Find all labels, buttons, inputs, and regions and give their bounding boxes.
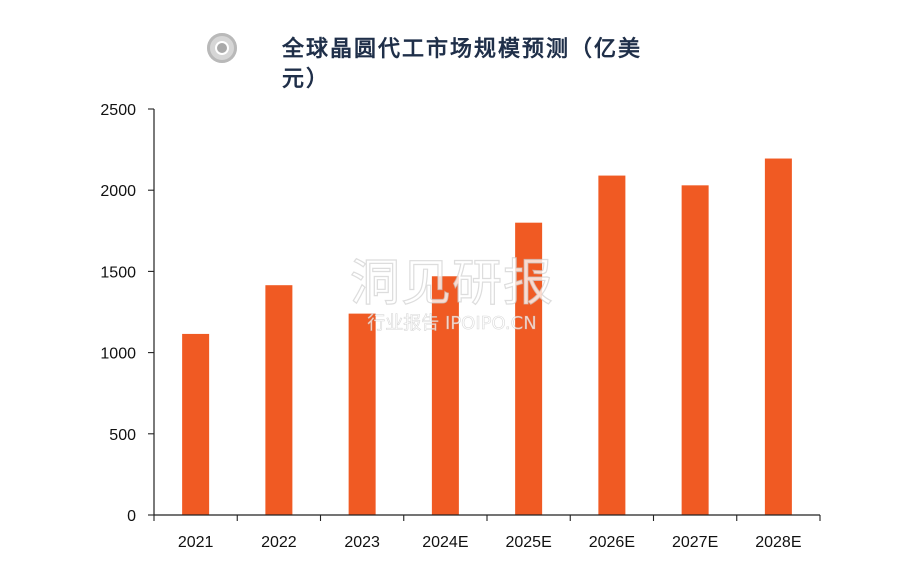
bar-2023 [348,313,376,515]
bar-2027e [681,185,709,515]
bar-2026e [598,175,626,515]
x-tick-label: 2021 [178,534,214,551]
y-tick-label: 0 [127,508,136,525]
x-tick-label: 2022 [261,534,297,551]
x-tick-label: 2026E [589,534,635,551]
axes-layer: 0 500 1000 1500 2000 2500 2021 2022 2023 2024E 202… [100,102,821,551]
x-tick-label: 2027E [672,534,718,551]
watermark-subtitle: 行业报告 IPOIPO.CN [367,313,536,334]
radio-circle-icon [207,33,237,63]
y-tick-label: 1000 [100,346,136,363]
y-tick-label: 2500 [100,102,136,119]
y-tick-label: 1500 [100,264,136,281]
bars-layer [182,158,792,515]
bar-2024e [431,276,459,515]
bar-2022 [265,285,293,515]
chart-title: 全球晶圆代工市场规模预测（亿美元） [282,36,643,92]
watermark-brand: 洞见研报 [350,254,554,312]
watermark: 洞见研报 行业报告 IPOIPO.CN [349,253,554,334]
x-tick-label: 2024E [422,534,468,551]
x-tick-label: 2025E [505,534,551,551]
y-tick-label: 500 [109,427,136,444]
bar-2025e [515,222,543,515]
x-tick-label: 2028E [755,534,801,551]
bar-2028e [764,158,792,515]
x-tick-label: 2023 [344,534,380,551]
y-tick-label: 2000 [100,183,136,200]
bar-2021 [182,333,210,515]
